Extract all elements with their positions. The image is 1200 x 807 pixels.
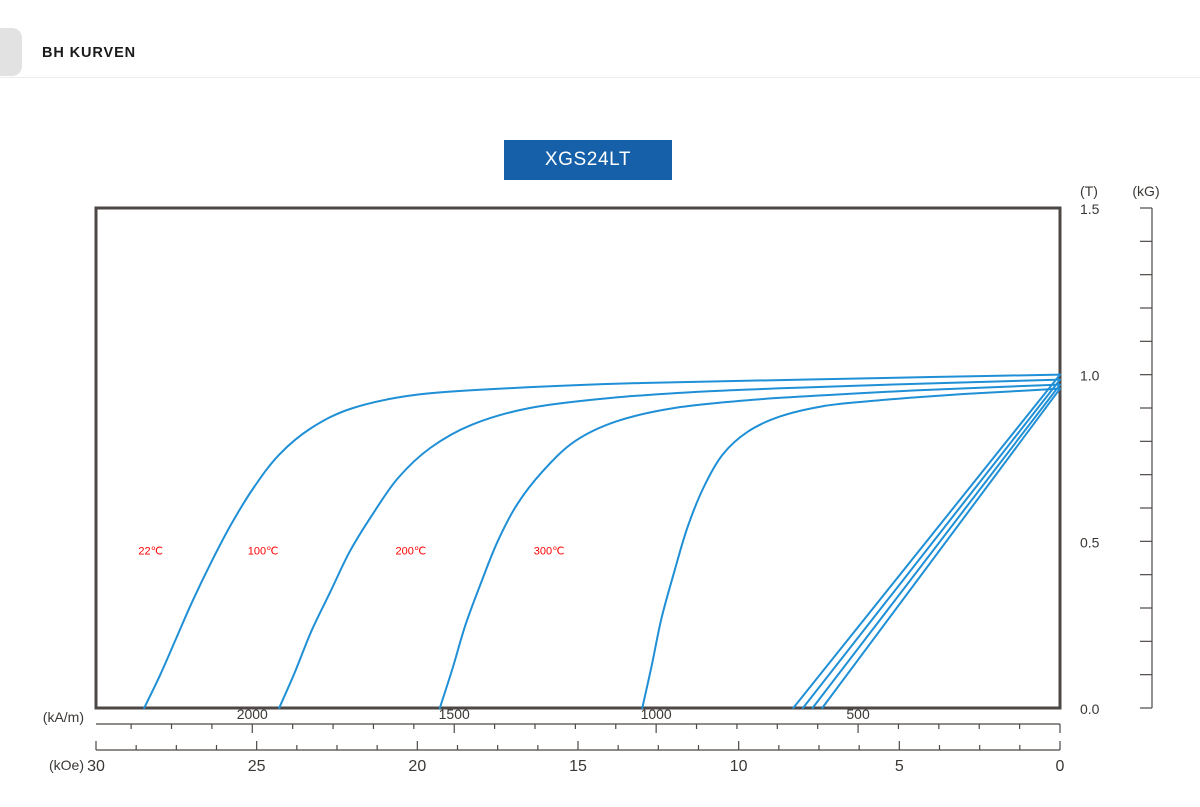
t-tick-label: 0.5: [1080, 534, 1100, 550]
koe-axis-unit: (kOe): [49, 757, 84, 773]
curve-line: [801, 378, 1061, 709]
kg-axis-unit: (kG): [1132, 183, 1159, 199]
curve-line: [821, 387, 1061, 709]
curve-line: [811, 383, 1061, 709]
koe-tick-label: 0: [1056, 758, 1065, 775]
bh-curve-plot: 22℃ 100℃ 200℃ 300℃ 2000 1500 1000 500(kA/m)30 2…: [43, 183, 1160, 775]
plot-border: [94, 206, 1062, 710]
koe-tick-label: 15: [569, 758, 587, 775]
kam-tick-label: 2000: [237, 706, 268, 722]
koe-tick-label: 20: [408, 758, 426, 775]
kam-axis-unit: (kA/m): [43, 709, 84, 725]
koe-tick-label: 30: [87, 758, 105, 775]
t-tick-label: 1.5: [1080, 201, 1100, 217]
kam-tick-label: 1000: [641, 706, 672, 722]
curve-line: [438, 383, 1061, 709]
panel-edge-decoration: [0, 28, 22, 76]
t-axis-unit: (T): [1080, 183, 1098, 199]
curve-line: [143, 373, 1061, 709]
koe-tick-label: 5: [895, 758, 904, 775]
kam-tick-label: 1500: [439, 706, 470, 722]
curve-line: [641, 387, 1061, 709]
t-tick-label: 0.0: [1080, 701, 1100, 717]
temperature-annotation: 200℃: [396, 546, 427, 558]
koe-tick-label: 10: [730, 758, 748, 775]
bh-curve-chart: 22℃ 100℃ 200℃ 300℃ 2000 1500 1000 500 (kA/m) 30 2…: [0, 120, 1200, 807]
model-name-badge: XGS24LT: [504, 140, 672, 180]
chart-curves: [143, 373, 1061, 709]
page-header: BH KURVEN: [0, 0, 1200, 78]
curve-line: [278, 378, 1061, 709]
t-tick-label: 1.0: [1080, 368, 1100, 384]
curve-line: [792, 373, 1061, 709]
temperature-annotation: 100℃: [248, 546, 279, 558]
temperature-annotation: 22℃: [138, 546, 163, 558]
chart-annotations: 22℃ 100℃ 200℃ 300℃: [138, 546, 564, 558]
chart-axes: 2000 1500 1000 500 (kA/m) 30 25 20 15 10 5 0 (kOe) 1.…: [43, 183, 1160, 775]
page-title: BH KURVEN: [42, 45, 137, 61]
temperature-annotation: 300℃: [534, 546, 565, 558]
header-divider: [0, 77, 1200, 78]
model-name-label: XGS24LT: [544, 149, 632, 170]
koe-tick-label: 25: [248, 758, 266, 775]
kam-tick-label: 500: [846, 706, 870, 722]
